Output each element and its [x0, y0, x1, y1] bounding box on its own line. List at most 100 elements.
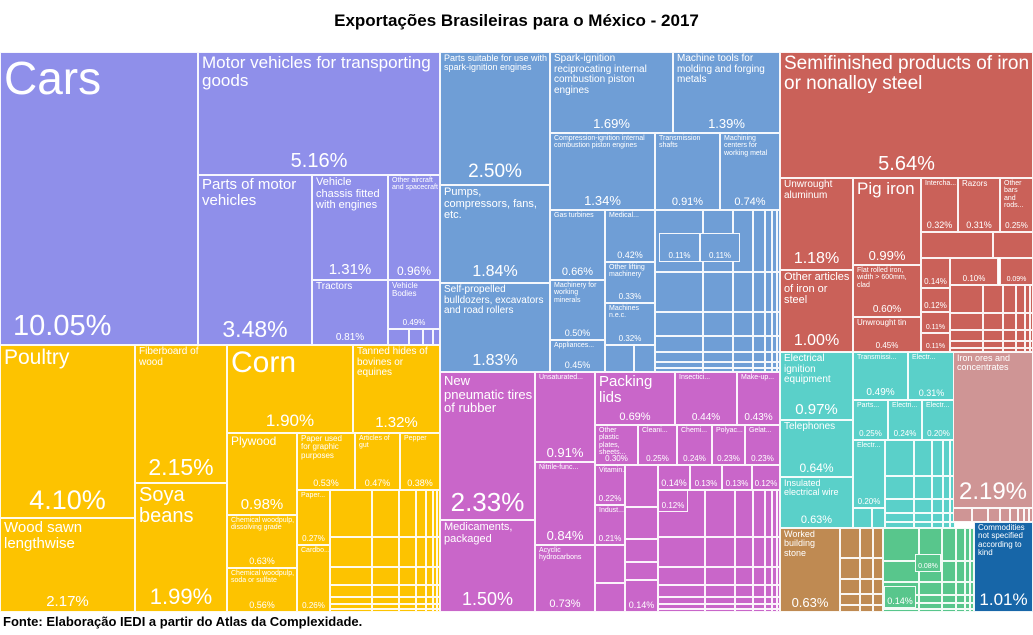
treemap-filler-cell: [776, 361, 780, 369]
treemap-filler-cell: [752, 311, 765, 337]
treemap-filler-cell: [433, 585, 438, 597]
cell-value: 0.24%: [683, 454, 706, 463]
treemap-cell: Spark-ignition reciprocating internal co…: [550, 52, 673, 133]
treemap-filler-cell: [840, 558, 860, 580]
treemap-filler-cell: [704, 490, 735, 537]
treemap-filler-cell: [772, 536, 778, 567]
treemap-cell: Electr... 0.31%: [908, 352, 955, 400]
treemap-filler-cell: [776, 210, 780, 273]
treemap-filler-cell: [943, 498, 951, 514]
treemap-filler-cell: [941, 528, 956, 562]
treemap-filler-cell: [772, 585, 778, 597]
treemap-filler-cell: [950, 329, 983, 341]
treemap-cell: Packing lids 0.69%: [595, 372, 675, 425]
treemap-filler-cell: [399, 490, 416, 537]
treemap-filler-cell: [955, 528, 965, 562]
cell-label: Commodities not specified according to k…: [978, 523, 1025, 558]
treemap-filler-cell: [918, 595, 942, 604]
treemap-filler-cell: [1016, 329, 1025, 341]
cell-label: Indust...: [599, 507, 624, 514]
treemap-filler-cell: [970, 528, 974, 562]
cell-value: 0.47%: [364, 478, 391, 488]
cell-label: Electr...: [926, 402, 950, 409]
treemap-filler-cell: [885, 498, 914, 514]
cell-label: Tractors: [316, 281, 353, 292]
treemap-filler-cell: [885, 522, 914, 528]
cell-label: Pig iron: [857, 179, 915, 198]
treemap-filler-cell: [950, 522, 955, 528]
treemap-filler-cell: [432, 329, 440, 345]
treemap-cell: Electrical ignition equipment 0.97%: [780, 352, 853, 420]
treemap-filler-cell: [955, 561, 965, 583]
cell-value: 0.25%: [1005, 221, 1028, 230]
treemap-filler-cell: [964, 603, 971, 609]
treemap-filler-cell: [658, 585, 705, 597]
treemap-filler-cell: [753, 604, 765, 610]
cell-value: 0.12%: [924, 301, 947, 310]
treemap-filler-cell: [776, 311, 780, 337]
treemap-filler-cell: [913, 498, 932, 514]
treemap-filler-cell: [704, 609, 735, 612]
treemap-filler-cell: [982, 347, 1004, 352]
treemap-filler-cell: [703, 311, 734, 337]
treemap-filler-cell: [993, 232, 1033, 258]
cell-value: 1.18%: [793, 250, 840, 267]
treemap-filler-cell: [753, 536, 765, 567]
treemap-cell: Other bars and rods... 0.25%: [1000, 178, 1033, 232]
treemap-filler-cell: [388, 329, 409, 345]
treemap-filler-cell: [658, 609, 705, 612]
treemap-cell: Gas turbines 0.66%: [550, 210, 605, 280]
treemap-cell: Flat rolled iron, width > 600mm, clad 0.6…: [853, 265, 921, 317]
cell-value: 0.21%: [598, 534, 622, 543]
cell-label: Medical...: [609, 212, 639, 219]
treemap-filler-cell: [734, 585, 754, 597]
treemap-filler-cell: [982, 340, 1004, 348]
treemap-filler-cell: [941, 603, 956, 609]
cell-value: 0.91%: [671, 196, 704, 208]
cell-value: 2.50%: [468, 161, 522, 182]
cell-label: Electrical ignition equipment: [784, 353, 831, 385]
cell-value: 1.84%: [472, 263, 518, 280]
treemap-cell: 0.14%: [658, 465, 690, 490]
cell-value: 1.39%: [708, 116, 745, 131]
cell-label: Cars: [4, 52, 102, 104]
cell-value: 2.19%: [958, 478, 1028, 505]
treemap-filler-cell: [437, 536, 440, 567]
treemap-filler-cell: [955, 582, 965, 596]
cell-label: Other aircraft and spacecraft: [392, 177, 438, 192]
cell-value: 0.11%: [925, 343, 946, 350]
treemap-filler-cell: [372, 566, 400, 586]
cell-label: Polyac...: [716, 427, 743, 434]
treemap-cell: 0.08%: [915, 554, 941, 572]
treemap-filler-cell: [943, 476, 951, 499]
treemap-filler-cell: [437, 566, 440, 586]
cell-value: 0.31%: [918, 388, 945, 398]
treemap-filler-cell: [655, 361, 704, 369]
cell-label: Unwrought tin: [857, 318, 907, 327]
treemap-cell: Gelat... 0.23%: [745, 425, 780, 465]
treemap-filler-cell: [433, 596, 438, 605]
treemap-filler-cell: [873, 604, 883, 612]
treemap-filler-cell: [752, 368, 765, 372]
treemap-cell: Transmission shafts 0.91%: [655, 133, 720, 210]
cell-value: 2.33%: [450, 487, 525, 517]
treemap-filler-cell: [950, 340, 983, 348]
treemap-cell: Wood sawn lengthwise 2.17%: [0, 518, 135, 612]
treemap-filler-cell: [734, 604, 754, 610]
treemap-cell: 0.14%: [884, 586, 916, 608]
treemap-cell: Insulated electrical wire 0.63%: [780, 477, 853, 528]
cell-label: Wood sawn lengthwise: [4, 519, 83, 552]
cell-value: 0.32%: [618, 334, 642, 343]
treemap-filler-cell: [655, 368, 704, 372]
cell-label: Soya beans: [139, 484, 194, 527]
treemap-cell: Pepper 0.38%: [400, 433, 440, 490]
treemap-cell: Articles of gut 0.47%: [355, 433, 400, 490]
cell-value: 0.32%: [926, 220, 953, 230]
treemap-cell: Other lifting machinery 0.33%: [605, 262, 655, 303]
treemap-filler-cell: [859, 579, 874, 595]
cell-value: 1.83%: [472, 352, 518, 369]
cell-label: Insulated electrical wire: [784, 478, 839, 498]
treemap-filler-cell: [734, 490, 754, 537]
cell-value: 0.25%: [859, 429, 882, 438]
treemap-cell: Pig iron 0.99%: [853, 178, 921, 265]
